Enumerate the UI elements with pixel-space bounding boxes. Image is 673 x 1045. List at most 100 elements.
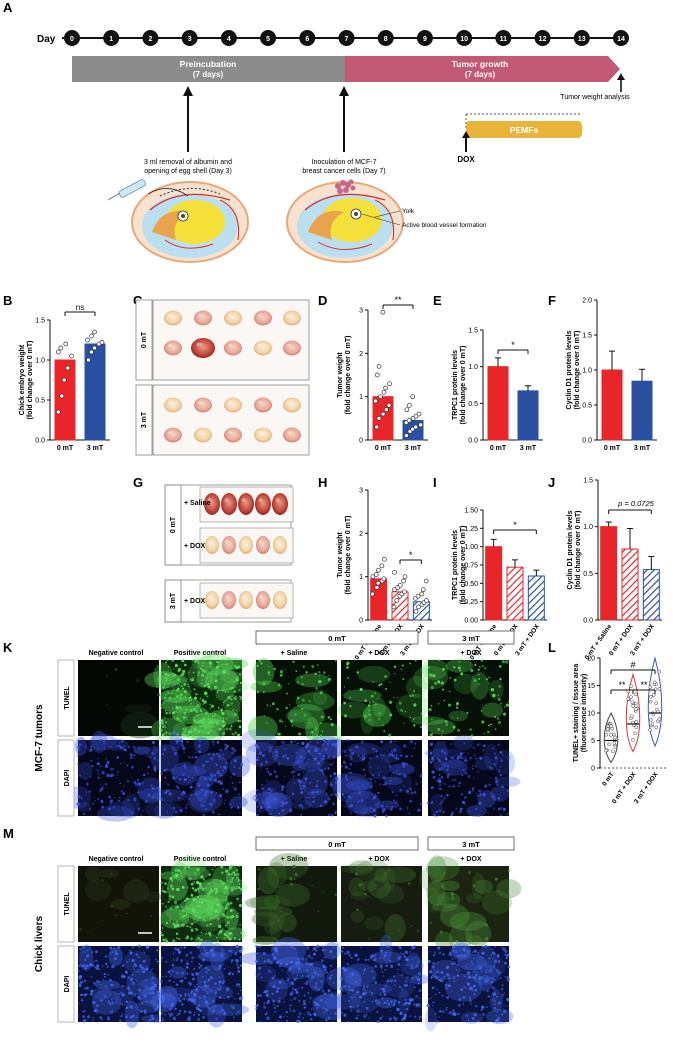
- micro-dot: [231, 886, 236, 890]
- micro-dot: [218, 924, 222, 929]
- micro-dot: [363, 714, 368, 719]
- micro-dot: [82, 812, 86, 816]
- micro-dot: [301, 806, 304, 809]
- panel-letter-b: B: [3, 293, 12, 308]
- micro-texture: [270, 937, 307, 965]
- micro-dot: [405, 762, 409, 766]
- micro-dot: [179, 674, 183, 678]
- micro-dot: [287, 959, 289, 962]
- micro-dot: [190, 703, 192, 705]
- micro-dot: [233, 697, 237, 700]
- micro-dot: [165, 960, 168, 963]
- micro-texture: [332, 776, 372, 804]
- micro-dot: [154, 769, 157, 772]
- micro-dot: [212, 1009, 216, 1013]
- micro-dot: [291, 724, 294, 727]
- micro-texture: [151, 717, 188, 743]
- micro-dot: [320, 715, 324, 719]
- micro-dot: [99, 765, 102, 768]
- y-tick-label: 0: [359, 618, 363, 625]
- micro-texture: [481, 702, 504, 718]
- micro-dot: [262, 691, 265, 694]
- micro-dot: [237, 886, 241, 889]
- micro-texture: [376, 884, 405, 904]
- micro-dot: [261, 787, 264, 790]
- micro-dot: [164, 890, 168, 894]
- micro-dot: [182, 909, 185, 912]
- micro-dot: [469, 998, 471, 1001]
- micro-dot: [385, 687, 388, 690]
- micro-dot: [457, 728, 461, 732]
- micro-dot: [96, 1011, 99, 1014]
- micro-dot: [313, 1013, 317, 1017]
- micro-dot: [440, 971, 444, 974]
- micro-texture: [193, 736, 210, 754]
- micro-texture: [384, 914, 406, 942]
- micro-texture: [124, 704, 153, 713]
- micro-dot: [182, 790, 186, 795]
- micro-dot: [217, 670, 219, 673]
- micro-dot: [438, 768, 442, 771]
- micro-dot: [199, 667, 203, 670]
- micro-dot: [239, 964, 243, 967]
- micro-dot: [506, 997, 510, 1002]
- micro-dot: [428, 998, 430, 1000]
- micro-dot: [183, 914, 186, 917]
- micro-dot: [286, 977, 288, 979]
- micro-dot: [185, 954, 189, 957]
- micro-dot: [202, 662, 204, 664]
- micro-dot: [236, 897, 239, 901]
- micro-dot: [209, 948, 214, 953]
- micro-dot: [297, 961, 301, 965]
- micro-dot: [145, 967, 149, 971]
- data-point: [392, 587, 397, 593]
- micro-dot: [138, 997, 142, 1001]
- micro-dot: [227, 966, 229, 968]
- micro-dot: [208, 721, 211, 724]
- micro-dot: [499, 678, 502, 681]
- micro-dot: [438, 787, 442, 791]
- micro-dot: [374, 981, 378, 984]
- micro-dot: [317, 664, 319, 666]
- micro-texture: [368, 876, 391, 899]
- micro-dot: [163, 1005, 167, 1008]
- micro-dot: [211, 999, 216, 1004]
- micro-dot: [197, 785, 199, 788]
- micro-dot: [260, 762, 264, 766]
- micro-dot: [209, 802, 213, 806]
- micro-dot: [438, 703, 440, 705]
- micro-dot: [416, 994, 418, 997]
- micro-dot: [346, 950, 350, 954]
- micro-dot: [197, 729, 199, 732]
- micro-dot: [404, 950, 408, 954]
- micro-dot: [484, 944, 488, 948]
- micro-dot: [269, 980, 272, 983]
- micro-texture: [171, 761, 199, 786]
- micro-texture: [244, 896, 280, 910]
- micro-dot: [310, 978, 313, 981]
- micro-dot: [359, 756, 362, 759]
- micro-dot: [84, 987, 87, 990]
- micro-dot: [203, 691, 208, 695]
- micro-texture: [439, 904, 470, 928]
- micro-dot: [193, 914, 196, 916]
- micro-dot: [467, 982, 471, 986]
- micro-dot: [456, 974, 460, 977]
- micro-dot: [127, 780, 130, 783]
- micro-dot: [313, 759, 316, 761]
- micro-dot: [224, 886, 228, 890]
- micro-dot: [256, 975, 258, 977]
- data-point: [392, 569, 397, 575]
- data-point: [387, 381, 392, 387]
- micro-dot: [420, 764, 423, 767]
- micro-dot: [164, 745, 167, 748]
- micro-dot: [301, 683, 304, 686]
- micro-dot: [188, 877, 192, 881]
- micro-dot: [154, 1008, 157, 1012]
- data-point: [65, 365, 71, 371]
- micro-dot: [485, 976, 489, 979]
- microscopy-mcf7-tumors: [66, 649, 521, 822]
- micro-dot: [487, 811, 489, 814]
- micro-dot: [472, 768, 474, 770]
- micro-dot: [304, 722, 306, 724]
